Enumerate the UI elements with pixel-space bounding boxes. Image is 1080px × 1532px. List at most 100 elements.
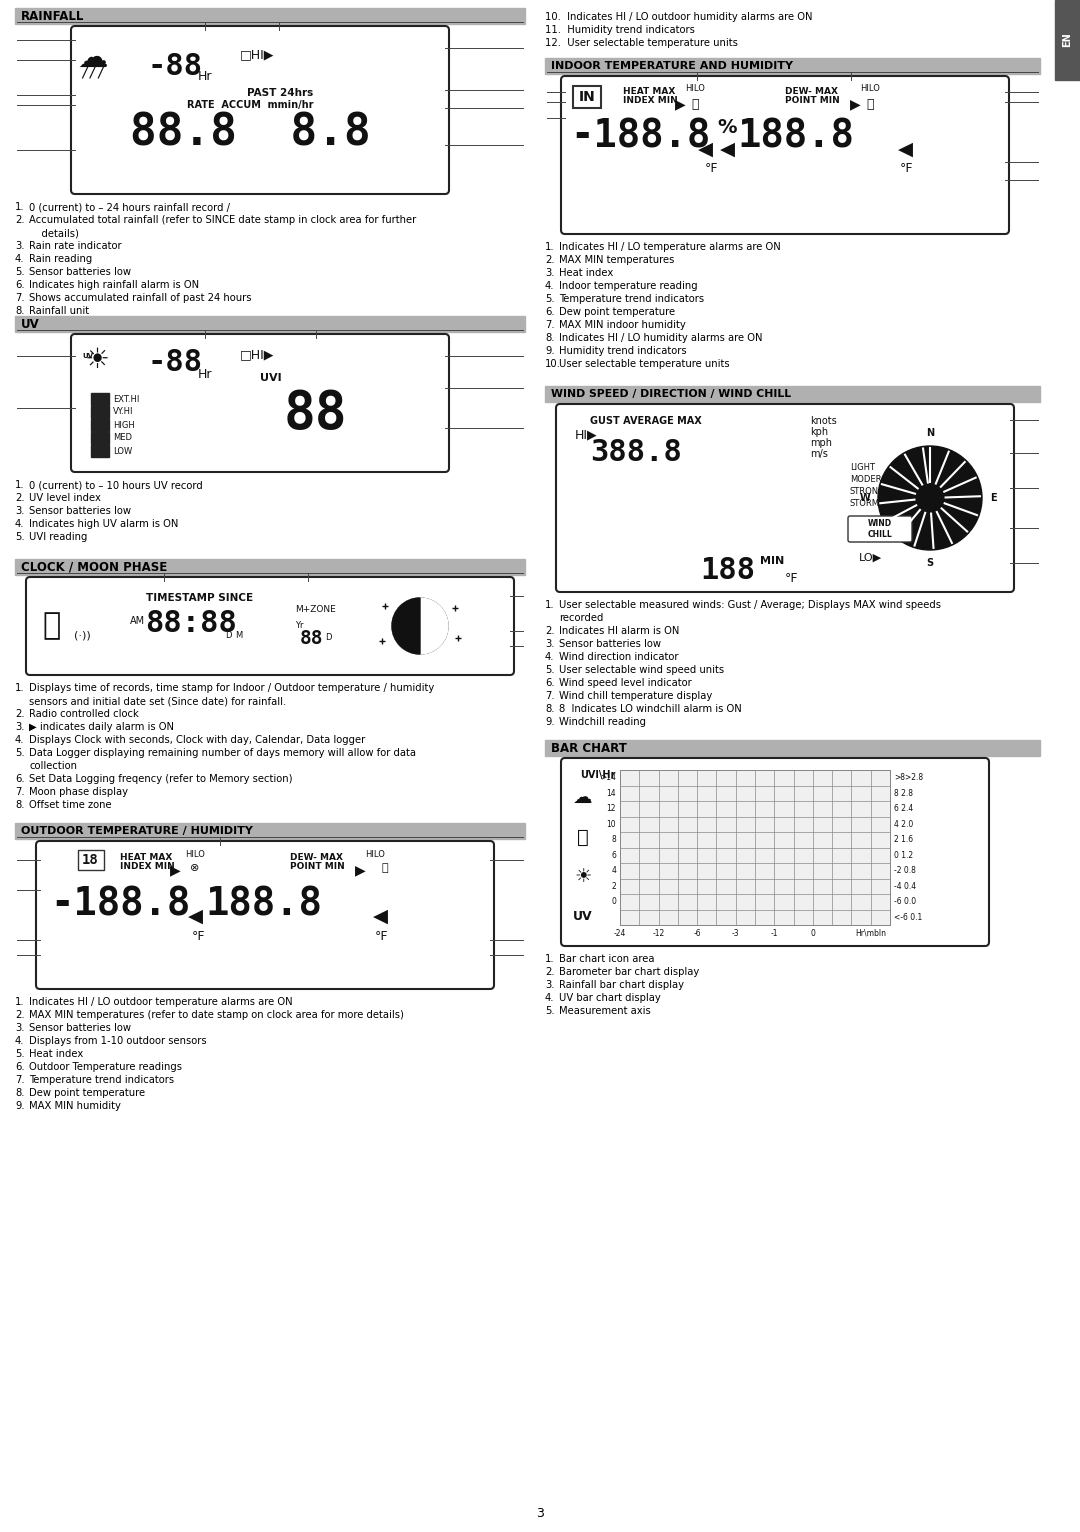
Text: Indicates HI / LO temperature alarms are ON: Indicates HI / LO temperature alarms are… bbox=[559, 242, 781, 251]
FancyBboxPatch shape bbox=[71, 26, 449, 195]
Text: recorded: recorded bbox=[559, 613, 604, 624]
Text: mph: mph bbox=[810, 438, 832, 447]
Bar bbox=[620, 771, 890, 925]
Text: m/s: m/s bbox=[810, 449, 828, 460]
Text: ▶: ▶ bbox=[354, 863, 365, 876]
Text: 10.: 10. bbox=[545, 358, 561, 369]
Text: -12: -12 bbox=[652, 928, 664, 938]
Text: MIN: MIN bbox=[760, 556, 784, 565]
Text: 4.: 4. bbox=[545, 653, 554, 662]
Text: Indicates high UV alarm is ON: Indicates high UV alarm is ON bbox=[29, 519, 178, 529]
Text: Indicates HI / LO outdoor temperature alarms are ON: Indicates HI / LO outdoor temperature al… bbox=[29, 997, 293, 1007]
Text: Rainfall bar chart display: Rainfall bar chart display bbox=[559, 980, 684, 990]
FancyBboxPatch shape bbox=[36, 841, 494, 990]
Text: 4.: 4. bbox=[15, 1036, 25, 1046]
Text: Outdoor Temperature readings: Outdoor Temperature readings bbox=[29, 1062, 183, 1072]
Bar bbox=[15, 316, 525, 332]
Text: User selectable temperature units: User selectable temperature units bbox=[559, 358, 730, 369]
Text: INDEX MIN: INDEX MIN bbox=[623, 97, 678, 106]
Bar bbox=[91, 406, 109, 418]
Text: 1.: 1. bbox=[545, 242, 555, 251]
Text: 88.8  8.8: 88.8 8.8 bbox=[130, 112, 370, 155]
Text: 2.: 2. bbox=[545, 627, 555, 636]
Text: UV: UV bbox=[21, 317, 40, 331]
Text: UV: UV bbox=[573, 910, 593, 924]
Text: Hr: Hr bbox=[198, 70, 213, 83]
Text: 9.: 9. bbox=[545, 717, 555, 728]
Text: Bar chart icon area: Bar chart icon area bbox=[559, 954, 654, 964]
Circle shape bbox=[392, 597, 448, 654]
Text: INDOOR TEMPERATURE AND HUMIDITY: INDOOR TEMPERATURE AND HUMIDITY bbox=[551, 61, 793, 70]
Text: Displays from 1-10 outdoor sensors: Displays from 1-10 outdoor sensors bbox=[29, 1036, 206, 1046]
Text: Dew point temperature: Dew point temperature bbox=[29, 1088, 145, 1098]
Text: 8 2.8: 8 2.8 bbox=[894, 789, 913, 798]
Wedge shape bbox=[392, 597, 420, 654]
Text: Hr: Hr bbox=[198, 368, 213, 381]
Text: 7.: 7. bbox=[545, 320, 555, 329]
Text: DEW- MAX: DEW- MAX bbox=[785, 87, 838, 97]
Text: User selectable wind speed units: User selectable wind speed units bbox=[559, 665, 724, 676]
Text: 🔥: 🔥 bbox=[381, 863, 389, 873]
Text: °F: °F bbox=[785, 571, 798, 585]
Text: 4 2.0: 4 2.0 bbox=[894, 820, 914, 829]
Text: Rain reading: Rain reading bbox=[29, 254, 92, 264]
Text: 3.: 3. bbox=[15, 1023, 25, 1033]
Bar bbox=[91, 444, 109, 457]
Text: Rain rate indicator: Rain rate indicator bbox=[29, 241, 122, 251]
Text: 4.: 4. bbox=[545, 280, 554, 291]
Text: UVI\Hr: UVI\Hr bbox=[580, 771, 616, 780]
Text: 3: 3 bbox=[536, 1507, 544, 1520]
Text: 12: 12 bbox=[607, 804, 616, 813]
Text: 10: 10 bbox=[606, 820, 616, 829]
Text: 1.: 1. bbox=[15, 480, 25, 490]
Text: HILO: HILO bbox=[860, 84, 880, 93]
Text: 4.: 4. bbox=[15, 519, 25, 529]
Text: Indicates HI / LO humidity alarms are ON: Indicates HI / LO humidity alarms are ON bbox=[559, 332, 762, 343]
Text: □HI▶: □HI▶ bbox=[240, 348, 274, 362]
Text: D: D bbox=[325, 634, 332, 642]
FancyBboxPatch shape bbox=[26, 578, 514, 676]
Text: 8.: 8. bbox=[15, 800, 25, 810]
Text: 6 2.4: 6 2.4 bbox=[894, 804, 914, 813]
Text: WIND
CHILL: WIND CHILL bbox=[867, 519, 892, 539]
Text: 2.: 2. bbox=[15, 493, 25, 502]
Text: -88: -88 bbox=[148, 52, 203, 81]
Text: >8>2.8: >8>2.8 bbox=[894, 774, 923, 783]
Text: MAX MIN temperatures (refer to date stamp on clock area for more details): MAX MIN temperatures (refer to date stam… bbox=[29, 1010, 404, 1020]
Text: ☁: ☁ bbox=[573, 787, 593, 806]
Text: N: N bbox=[926, 427, 934, 438]
Text: 1.: 1. bbox=[15, 997, 25, 1007]
Text: 2.: 2. bbox=[545, 254, 555, 265]
Text: POINT MIN: POINT MIN bbox=[785, 97, 840, 106]
Text: HIGH: HIGH bbox=[113, 420, 135, 429]
Text: 2 1.6: 2 1.6 bbox=[894, 835, 913, 844]
Text: °F: °F bbox=[192, 930, 205, 944]
Bar bbox=[15, 823, 525, 840]
Text: Sensor batteries low: Sensor batteries low bbox=[559, 639, 661, 650]
Text: collection: collection bbox=[29, 761, 77, 771]
Text: DEW- MAX: DEW- MAX bbox=[291, 853, 343, 863]
Text: User selectable measured winds: Gust / Average; Displays MAX wind speeds: User selectable measured winds: Gust / A… bbox=[559, 601, 941, 610]
Text: Dew point temperature: Dew point temperature bbox=[559, 306, 675, 317]
Bar bbox=[78, 850, 104, 870]
Bar bbox=[1055, 0, 1080, 80]
Text: 5.: 5. bbox=[15, 748, 25, 758]
Text: Heat index: Heat index bbox=[29, 1049, 83, 1059]
Text: Indicates high rainfall alarm is ON: Indicates high rainfall alarm is ON bbox=[29, 280, 199, 290]
Text: POINT MIN: POINT MIN bbox=[291, 863, 345, 872]
Bar bbox=[91, 394, 109, 404]
Text: 0: 0 bbox=[810, 928, 815, 938]
Text: kph: kph bbox=[810, 427, 828, 437]
Text: PAST 24hrs: PAST 24hrs bbox=[247, 87, 313, 98]
Text: UV: UV bbox=[82, 352, 94, 358]
Text: 8: 8 bbox=[611, 835, 616, 844]
Text: Hr\mbIn: Hr\mbIn bbox=[855, 928, 887, 938]
Text: Accumulated total rainfall (refer to SINCE date stamp in clock area for further: Accumulated total rainfall (refer to SIN… bbox=[29, 214, 416, 225]
Text: ▶: ▶ bbox=[675, 97, 686, 110]
Text: °F: °F bbox=[900, 162, 914, 175]
Text: Heat index: Heat index bbox=[559, 268, 613, 277]
Text: □HI▶: □HI▶ bbox=[240, 47, 274, 61]
Text: UV level index: UV level index bbox=[29, 493, 100, 502]
Text: UV bar chart display: UV bar chart display bbox=[559, 993, 661, 1003]
Text: Temperature trend indicators: Temperature trend indicators bbox=[29, 1075, 174, 1085]
